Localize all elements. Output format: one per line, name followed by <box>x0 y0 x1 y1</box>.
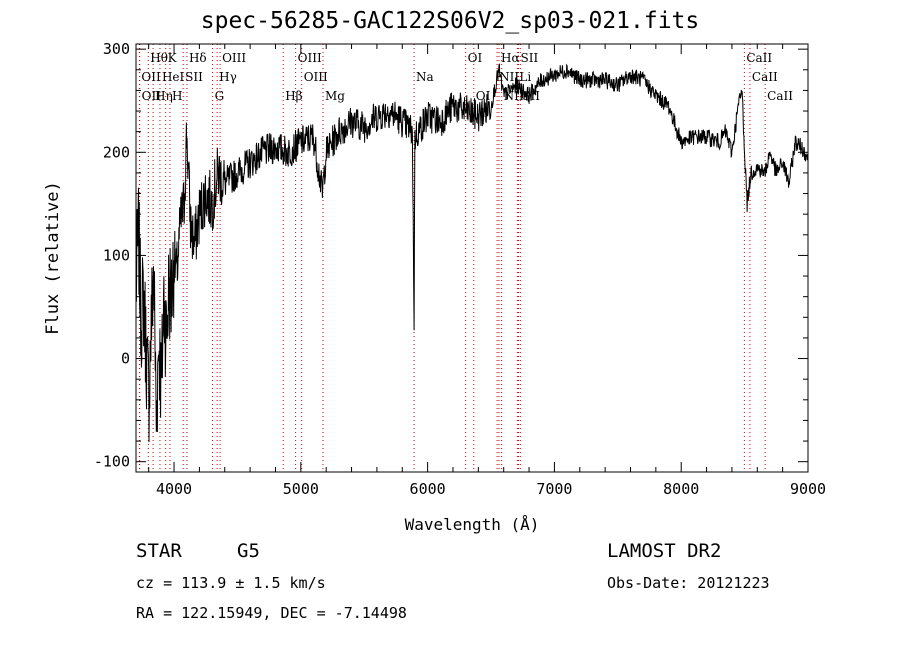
y-tick-label: 0 <box>121 350 130 368</box>
line-label: CaII <box>752 70 778 84</box>
x-tick-label: 4000 <box>156 480 192 498</box>
line-label: Hγ <box>219 70 237 84</box>
line-label: OII <box>142 89 162 103</box>
line-label: Li <box>519 70 531 84</box>
line-label: Hη <box>155 89 173 103</box>
object-type: STAR <box>136 540 182 562</box>
x-tick-label: 5000 <box>283 480 319 498</box>
coordinates-text: RA = 122.15949, DEC = -7.14498 <box>136 604 407 622</box>
y-tick-label: -100 <box>94 453 130 471</box>
line-label: Hδ <box>189 51 207 65</box>
axes <box>135 43 809 473</box>
line-label: SII <box>185 70 203 84</box>
line-label: Mg <box>325 89 345 103</box>
line-label: HeI <box>162 70 185 84</box>
x-tick-label: 6000 <box>410 480 446 498</box>
line-label: OI <box>468 51 483 65</box>
line-markers <box>138 44 766 472</box>
line-label: NII <box>499 70 519 84</box>
line-label: CaII <box>767 89 793 103</box>
line-label: H <box>172 89 182 103</box>
x-tick-label: 7000 <box>536 480 572 498</box>
line-label: G <box>215 89 225 103</box>
line-label: Hθ <box>150 51 168 65</box>
spectrum-line <box>136 63 808 443</box>
line-label: OIII <box>304 70 328 84</box>
line-label: OIII <box>222 51 246 65</box>
line-label: Hα <box>501 51 520 65</box>
line-label: OII <box>141 70 161 84</box>
object-subclass: G5 <box>237 540 260 562</box>
x-axis-label: Wavelength (Å) <box>405 515 540 534</box>
redshift-text: cz = 113.9 ± 1.5 km/s <box>136 574 326 592</box>
plot-frame <box>135 43 809 473</box>
tick-labels: 4000 5000 6000 7000 8000 9000 -100 0 100 200 300 <box>94 40 826 498</box>
line-label: Na <box>416 70 434 84</box>
line-label: OI <box>476 89 491 103</box>
observation-date: Obs-Date: 20121223 <box>607 574 770 592</box>
spectrum-series <box>136 63 808 443</box>
line-label: CaII <box>746 51 772 65</box>
y-tick-label: 100 <box>103 246 130 264</box>
line-label: OIII <box>298 51 322 65</box>
y-tick-label: 200 <box>103 143 130 161</box>
x-tick-label: 8000 <box>663 480 699 498</box>
y-axis-label: Flux (relative) <box>43 181 63 335</box>
line-label: SII <box>521 51 539 65</box>
line-label: Hβ <box>285 89 302 103</box>
x-tick-label: 9000 <box>790 480 826 498</box>
survey-name: LAMOST DR2 <box>607 540 722 562</box>
y-tick-label: 300 <box>103 40 130 58</box>
chart-title: spec-56285-GAC122S06V2_sp03-021.fits <box>200 8 700 34</box>
line-label: K <box>168 51 178 65</box>
